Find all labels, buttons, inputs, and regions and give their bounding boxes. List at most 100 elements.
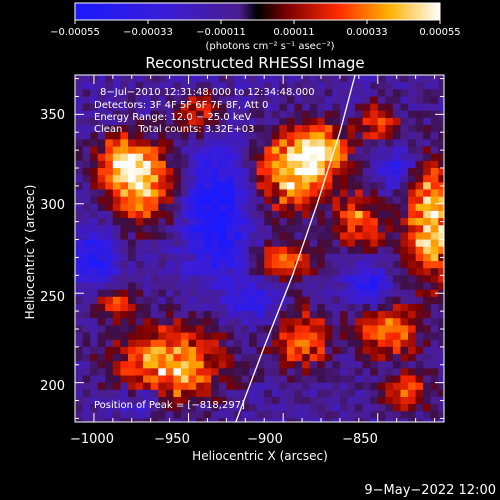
heatmap-cell [385,253,394,262]
heatmap-cell [408,239,417,248]
heatmap-cell [188,289,197,298]
heatmap-cell [347,139,356,147]
heatmap-cell [150,218,159,226]
heatmap-cell [241,318,250,326]
heatmap-cell [264,153,273,162]
heatmap-cell [415,75,424,83]
heatmap-cell [75,332,83,341]
colorbar-units: (photons cm⁻² s⁻¹ asec⁻²) [205,41,334,52]
heatmap-cell [385,311,394,319]
heatmap-cell [135,418,144,422]
heatmap-cell [203,96,212,105]
heatmap-cell [286,354,295,362]
heatmap-cell [211,196,220,205]
heatmap-cell [423,139,432,147]
heatmap-cell [392,303,401,312]
heatmap-cell [211,232,220,240]
heatmap-cell [377,375,386,384]
heatmap-cell [309,189,318,198]
heatmap-cell [135,75,144,83]
heatmap-cell [127,311,136,319]
heatmap-cell [218,311,227,319]
heatmap-cell [105,203,114,212]
heatmap-cell [271,389,280,398]
heatmap-cell [165,382,174,391]
heatmap-cell [127,189,136,198]
heatmap-cell [377,125,386,133]
heatmap-cell [188,246,197,255]
heatmap-cell [105,346,114,355]
heatmap-cell [196,139,205,147]
heatmap-cell [143,318,152,326]
heatmap-cell [249,117,258,126]
heatmap-cell [188,203,197,212]
heatmap-cell [430,125,439,133]
heatmap-cell [105,303,114,312]
heatmap-cell [233,275,242,283]
heatmap-cell [385,146,394,155]
heatmap-cell [203,303,212,312]
heatmap-cell [279,268,288,276]
heatmap-cell [143,203,152,212]
heatmap-cell [377,117,386,126]
heatmap-cell [241,253,250,262]
heatmap-cell [158,318,167,326]
heatmap-cell [392,339,401,348]
heatmap-cell [377,203,386,212]
heatmap-cell [302,210,311,219]
heatmap-cell [105,318,114,326]
heatmap-cell [90,175,99,183]
heatmap-cell [385,289,394,298]
heatmap-cell [377,339,386,348]
heatmap-cell [385,354,394,362]
heatmap-cell [218,361,227,369]
heatmap-cell [385,218,394,226]
heatmap-cell [120,253,129,262]
heatmap-cell [423,239,432,248]
heatmap-cell [317,282,326,291]
heatmap-cell [158,332,167,341]
heatmap-cell [90,239,99,248]
heatmap-cell [339,339,348,348]
heatmap-cell [430,361,439,369]
heatmap-cell [165,139,174,147]
heatmap-cell [271,346,280,355]
heatmap-cell [180,218,189,226]
heatmap-cell [180,82,189,90]
heatmap-cell [203,82,212,90]
heatmap-cell [264,110,273,119]
heatmap-cell [279,375,288,384]
heatmap-image [75,75,444,422]
heatmap-cell [226,160,235,169]
heatmap-cell [385,82,394,90]
heatmap-cell [90,96,99,105]
heatmap-cell [226,361,235,369]
heatmap-cell [127,82,136,90]
x-tick-label-0: −1000 [70,432,114,447]
heatmap-cell [430,261,439,269]
heatmap-cell [370,382,379,391]
heatmap-cell [150,160,159,169]
heatmap-cell [256,139,265,147]
heatmap-cell [370,404,379,412]
heatmap-cell [82,182,91,190]
heatmap-cell [339,375,348,384]
heatmap-cell [339,232,348,240]
heatmap-cell [196,82,205,90]
heatmap-cell [120,311,129,319]
heatmap-cell [218,182,227,190]
heatmap-cell [347,246,356,255]
heatmap-cell [143,103,152,112]
heatmap-cell [90,303,99,312]
heatmap-cell [165,239,174,248]
heatmap-cell [370,389,379,398]
heatmap-cell [400,117,409,126]
heatmap-cell [135,218,144,226]
heatmap-cell [400,346,409,355]
heatmap-cell [226,303,235,312]
heatmap-cell [75,282,83,291]
heatmap-cell [105,368,114,376]
heatmap-cell [423,189,432,198]
heatmap-cell [408,132,417,140]
heatmap-cell [165,361,174,369]
